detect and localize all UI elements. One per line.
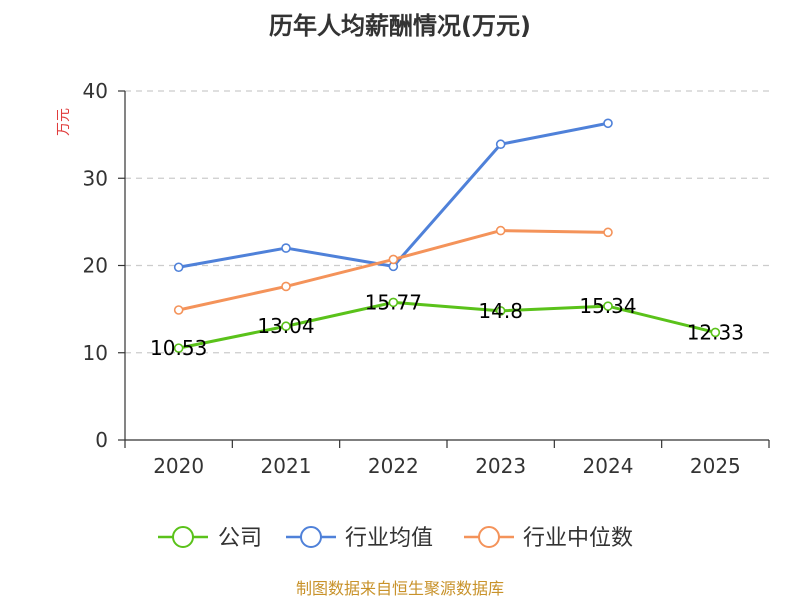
y-tick-label-10: 10 xyxy=(83,341,108,365)
point-0-2020 xyxy=(173,343,184,353)
legend-label-2: 行业中位数 xyxy=(523,526,633,551)
point-2-2021 xyxy=(281,281,291,292)
legend: 公司 行业均值 行业中位数 xyxy=(158,526,633,551)
y-tick-label-30: 30 xyxy=(83,166,108,190)
x-tick-label-2022: 2022 xyxy=(368,454,419,478)
point-1-2021 xyxy=(281,243,291,253)
x-tick-label-2023: 2023 xyxy=(475,454,526,478)
x-tick-label-2024: 2024 xyxy=(583,454,634,478)
y-axis-label: 万元 xyxy=(56,108,72,136)
x-tick-label-2025: 2025 xyxy=(690,454,741,478)
y-tick-labels: 0 10 20 30 40 xyxy=(83,79,108,452)
y-tick-label-20: 20 xyxy=(83,254,108,278)
point-1-2020 xyxy=(173,262,184,273)
point-0-2023 xyxy=(495,306,506,316)
chart-title: 历年人均薪酬情况(万元) xyxy=(269,12,531,40)
series-lines xyxy=(173,118,721,353)
data-label-2020: 10.53 xyxy=(150,336,207,360)
y-tick-label-40: 40 xyxy=(83,79,108,103)
series-line-1 xyxy=(178,121,609,269)
legend-item-0: 公司 xyxy=(158,526,262,551)
x-tick-labels: 2020 2021 2022 2023 2024 2025 xyxy=(153,454,741,478)
point-1-2024 xyxy=(603,118,613,129)
point-1-2023 xyxy=(495,139,506,150)
legend-marker-1 xyxy=(300,526,322,548)
point-0-2022 xyxy=(388,297,399,308)
point-2-2022 xyxy=(388,254,399,265)
x-tick-label-2020: 2020 xyxy=(153,454,204,478)
data-label-2023: 14.8 xyxy=(478,299,523,323)
point-2-2020 xyxy=(173,305,184,315)
series-1 xyxy=(173,118,613,273)
legend-item-2: 行业中位数 xyxy=(464,526,633,551)
source-note: 制图数据来自恒生聚源数据库 xyxy=(296,579,504,598)
point-0-2021 xyxy=(281,321,291,332)
axes xyxy=(118,90,770,448)
point-2-2023 xyxy=(495,225,506,236)
data-labels: 10.53 13.04 15.77 14.8 15.34 12.33 xyxy=(150,290,744,360)
point-0-2025 xyxy=(710,327,721,338)
point-2-2024 xyxy=(603,227,613,238)
gridlines xyxy=(125,90,769,354)
legend-label-1: 行业均值 xyxy=(345,526,433,551)
x-tick-label-2021: 2021 xyxy=(261,454,312,478)
data-label-2024: 15.34 xyxy=(579,294,636,318)
series-0 xyxy=(173,297,721,353)
legend-marker-2 xyxy=(478,526,500,548)
legend-label-0: 公司 xyxy=(218,526,262,551)
point-0-2024 xyxy=(603,301,613,311)
data-label-2021: 13.04 xyxy=(257,314,314,338)
series-line-0 xyxy=(178,300,716,350)
data-label-2022: 15.77 xyxy=(365,290,422,314)
data-label-2025: 12.33 xyxy=(687,320,744,344)
legend-marker-0 xyxy=(172,526,194,548)
y-tick-label-0: 0 xyxy=(95,428,108,452)
legend-item-1: 行业均值 xyxy=(286,526,433,551)
series-2 xyxy=(173,225,613,315)
